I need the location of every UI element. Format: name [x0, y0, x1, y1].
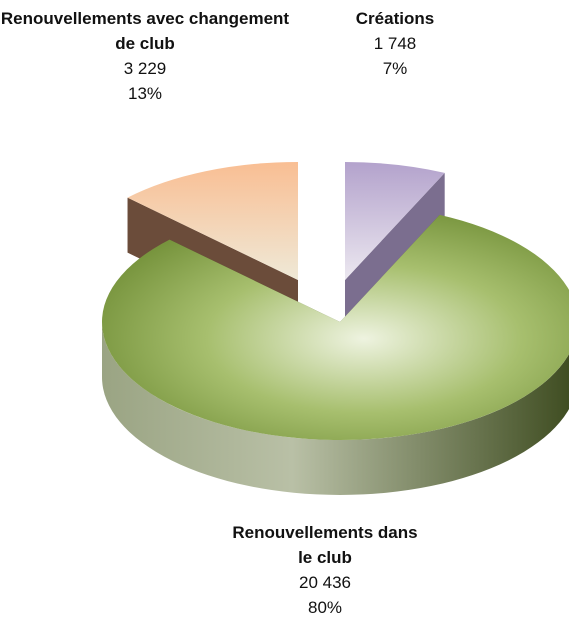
value-label: 20 436: [299, 573, 351, 592]
slice: [345, 162, 445, 280]
category-label: Renouvellements avec changement de club: [0, 9, 290, 53]
slice: [102, 214, 569, 440]
slice-label: Renouvellements dans le club 20 436 80%: [230, 520, 420, 620]
slice-side: [102, 322, 569, 495]
percent-label: 80%: [307, 598, 343, 617]
value-label: 3 229: [123, 59, 167, 78]
slice: [127, 162, 299, 280]
percent-label: 13%: [127, 84, 163, 103]
category-label: Créations: [355, 9, 435, 28]
percent-label: 7%: [382, 59, 408, 78]
slice-label: Renouvellements avec changement de club …: [0, 6, 290, 106]
category-label: Renouvellements dans le club: [232, 523, 418, 567]
slice-label: Créations 1 748 7%: [320, 6, 470, 81]
value-label: 1 748: [373, 34, 417, 53]
